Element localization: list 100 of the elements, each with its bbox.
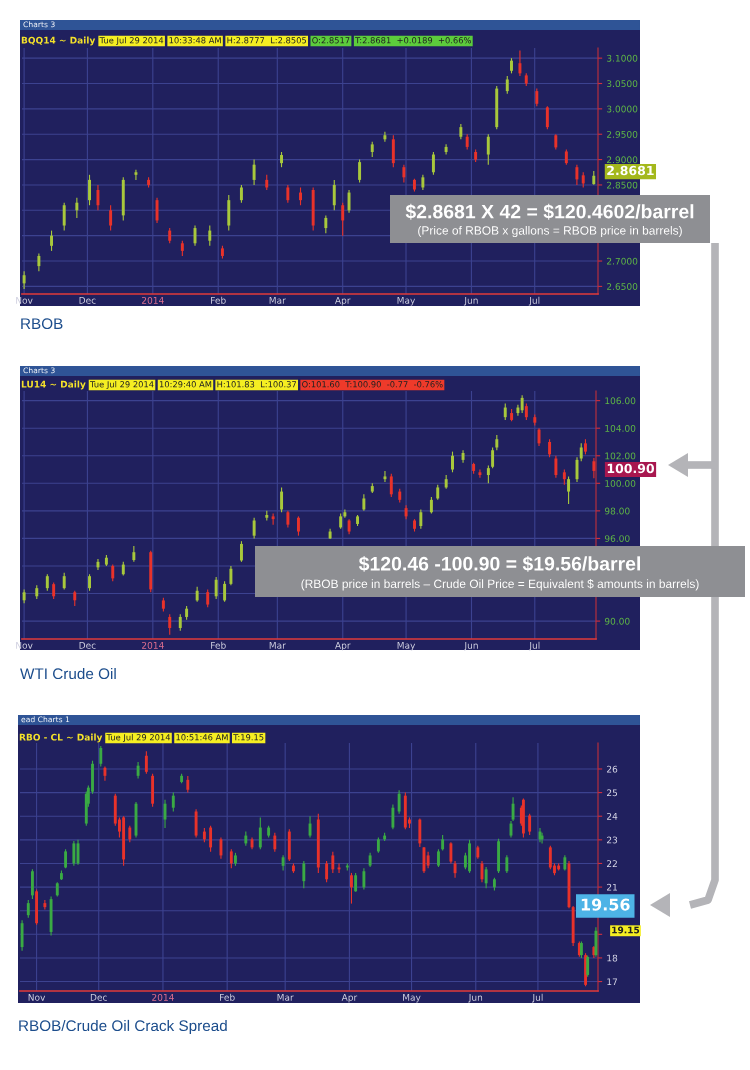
x-tick-label: Apr — [334, 297, 351, 306]
candlestick — [486, 133, 490, 166]
candlestick — [271, 513, 275, 526]
candlestick — [418, 818, 422, 848]
candlestick — [214, 576, 218, 600]
candlestick — [229, 848, 233, 869]
candlestick — [20, 919, 24, 952]
candlestick — [134, 169, 138, 181]
candlestick — [155, 197, 159, 224]
candlestick — [22, 270, 26, 290]
x-tick-label: 2014 — [141, 296, 164, 304]
candlestick — [252, 517, 256, 539]
annotation: 19.15 — [612, 926, 640, 934]
candlestick — [437, 848, 440, 868]
x-tick-label: Jun — [463, 297, 478, 306]
candlestick — [545, 105, 549, 130]
candlestick — [444, 143, 448, 156]
candlestick — [362, 867, 366, 890]
text: O:101.60 T:100.90 -0.77 -0.76% — [302, 381, 443, 388]
candlestick — [451, 451, 454, 473]
candlestick — [343, 508, 347, 519]
y-tick-label: 104.00 — [605, 424, 636, 432]
candlestick — [239, 540, 243, 563]
text: H:2.8777 L:2.8505 — [227, 37, 307, 44]
x-tick-label: Mar — [269, 297, 286, 304]
candlestick — [350, 872, 353, 905]
y-tick-label: 17 — [607, 978, 618, 985]
candlestick — [511, 796, 515, 822]
chart-subtitle: LU14 ~ Daily — [21, 380, 86, 390]
y-tick-label: 23 — [606, 836, 618, 844]
x-tick-label: Jun — [468, 994, 483, 1003]
candlestick — [389, 473, 393, 498]
candlestick — [332, 179, 336, 211]
candlestick — [229, 565, 233, 586]
candlestick — [64, 848, 68, 869]
text: RBOB/Crude Oil Crack Spread — [19, 1019, 227, 1035]
x-tick-label: Mar — [277, 994, 294, 1001]
annotation: 100.90 — [607, 463, 655, 474]
x-tick-label: Nov — [28, 994, 46, 1001]
annotation: $120.46 -100.90 = $19.56/barrel — [358, 555, 640, 572]
x-tick-label: May — [403, 994, 421, 1003]
text: 10:33:48 AM — [169, 37, 221, 44]
candlestick — [358, 159, 362, 183]
text: H:101.83 L:100.37 — [217, 381, 297, 388]
annotation: (Price of RBOB x gallons = RBOB price in barrels) — [418, 225, 682, 238]
candlestick — [413, 518, 416, 533]
candlestick — [518, 49, 522, 77]
x-tick-label: 2014 — [152, 993, 174, 1001]
annotation: 2.8681 — [607, 165, 654, 176]
candlestick — [554, 455, 558, 479]
candlestick — [88, 573, 92, 592]
y-tick-label: 98.00 — [604, 507, 630, 515]
x-tick-label: Jul — [528, 296, 540, 306]
candlestick — [331, 851, 335, 874]
x-tick-label: Jul — [528, 641, 540, 651]
candlestick — [209, 825, 213, 853]
candlestick — [96, 184, 100, 211]
annotation: $2.8681 X 42 = $120.4602/barrel — [405, 203, 694, 220]
x-tick-label: Mar — [269, 642, 286, 649]
candlestick — [72, 840, 76, 867]
candlestick — [280, 151, 283, 168]
annotation: 19.56 — [581, 898, 630, 911]
y-tick-label: 106.00 — [605, 397, 636, 405]
y-tick-label: 3.1000 — [607, 54, 638, 62]
text: Tue Jul 29 2014 — [106, 733, 171, 742]
x-tick-label: May — [397, 297, 416, 306]
candlestick — [431, 151, 435, 176]
candlestick — [391, 134, 395, 168]
text: RBOB — [21, 318, 63, 330]
candlestick — [449, 841, 453, 865]
candlestick — [296, 515, 300, 537]
x-tick-label: Jul — [532, 993, 543, 1003]
y-tick-label: 25 — [606, 789, 618, 797]
text: O:2.8517 — [312, 37, 350, 44]
chart-subtitle: RBO - CL ~ Daily — [19, 733, 103, 743]
y-tick-label: 2.9000 — [606, 156, 638, 164]
y-tick-label: 102.00 — [605, 452, 636, 460]
x-tick-label: Jun — [463, 642, 478, 651]
x-tick-label: 2014 — [142, 641, 164, 649]
candlestick — [391, 803, 395, 830]
candlestick — [208, 224, 212, 247]
candlestick — [325, 860, 329, 883]
candlestick — [96, 558, 100, 571]
text: 10:29:40 AM — [159, 381, 212, 388]
candlestick — [478, 468, 482, 479]
text: T:2.8681 +0.0189 +0.66% — [355, 37, 471, 44]
x-tick-label: Feb — [211, 296, 226, 304]
y-tick-label: 2.6500 — [606, 283, 638, 290]
x-tick-label: May — [397, 642, 416, 651]
y-tick-label: 90.00 — [604, 617, 630, 625]
candlestick — [586, 955, 590, 978]
text: WTI Crude Oil — [20, 667, 116, 680]
candlestick — [510, 57, 513, 74]
candlestick — [99, 745, 103, 768]
candlestick — [302, 860, 306, 889]
x-tick-label: Feb — [220, 993, 235, 1001]
candlestick — [397, 789, 401, 815]
candlestick — [109, 204, 113, 232]
x-tick-label: Feb — [211, 641, 226, 649]
y-tick-label: 26 — [606, 765, 618, 773]
